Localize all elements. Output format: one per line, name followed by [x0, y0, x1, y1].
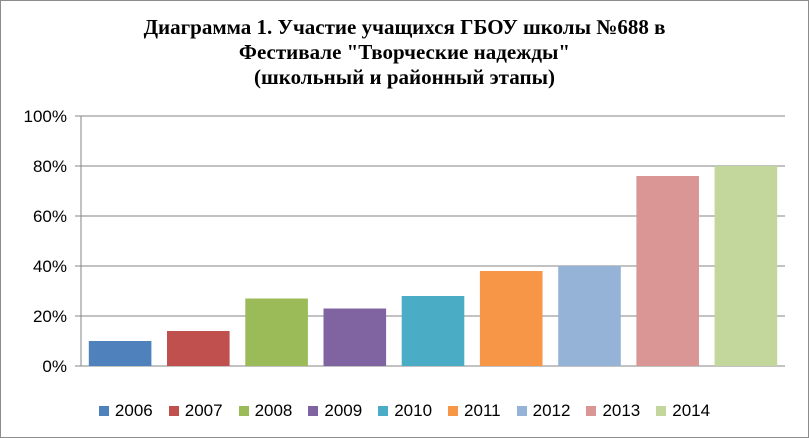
- y-tick-label: 0%: [42, 357, 67, 376]
- legend-label: 2013: [602, 401, 641, 420]
- legend-item-2011: 2011: [448, 401, 501, 421]
- legend-item-2006: 2006: [98, 401, 153, 421]
- legend-item-2009: 2009: [308, 401, 362, 421]
- legend-item-2007: 2007: [168, 401, 223, 421]
- legend-swatch: [448, 406, 459, 416]
- legend-swatch: [656, 406, 667, 416]
- legend-label: 2008: [254, 401, 293, 420]
- chart-title-line-2: Фестивале "Творческие надежды": [238, 40, 571, 64]
- bar-2008: [245, 298, 308, 366]
- legend-item-2012: 2012: [516, 401, 571, 421]
- legend-label: 2006: [114, 401, 153, 420]
- legend-swatch: [168, 406, 179, 416]
- legend-swatch: [586, 406, 597, 416]
- legend: 2006 2007 2008 2009 2010 2011 2012 2013 2014: [1, 399, 808, 423]
- y-tick-label: 20%: [33, 307, 67, 326]
- legend-label: 2012: [532, 401, 571, 420]
- legend-item-2008: 2008: [238, 401, 293, 421]
- bar-2011: [479, 271, 543, 366]
- y-tick-label: 60%: [33, 207, 67, 226]
- legend-label: 2009: [324, 401, 363, 420]
- bar-2009: [323, 308, 387, 366]
- chart-title: Диаграмма 1. Участие учащихся ГБОУ школы…: [1, 15, 808, 90]
- y-tick-label: 100%: [24, 107, 67, 126]
- bar-2010: [401, 296, 465, 366]
- bar-2012: [558, 266, 621, 366]
- legend-label: 2014: [672, 401, 711, 420]
- legend-label: 2007: [184, 401, 223, 420]
- legend-item-2013: 2013: [586, 401, 640, 421]
- y-tick-label: 80%: [33, 157, 67, 176]
- legend-swatch: [98, 406, 109, 416]
- chart-title-line-1: Диаграмма 1. Участие учащихся ГБОУ школы…: [143, 15, 666, 39]
- bar-2013: [636, 176, 699, 366]
- chart-title-line-3: (школьный и районный этапы): [254, 65, 555, 89]
- bar-2014: [714, 166, 778, 366]
- bar-2007: [167, 331, 230, 366]
- bar-2006: [88, 341, 152, 366]
- legend-swatch: [308, 406, 319, 416]
- legend-swatch: [238, 406, 249, 416]
- legend-item-2010: 2010: [378, 401, 432, 421]
- legend-label: 2011: [464, 401, 501, 420]
- y-tick-label: 40%: [33, 257, 67, 276]
- legend-label: 2010: [394, 401, 433, 420]
- legend-swatch: [378, 406, 389, 416]
- legend-item-2014: 2014: [656, 401, 710, 421]
- legend-swatch: [516, 406, 527, 416]
